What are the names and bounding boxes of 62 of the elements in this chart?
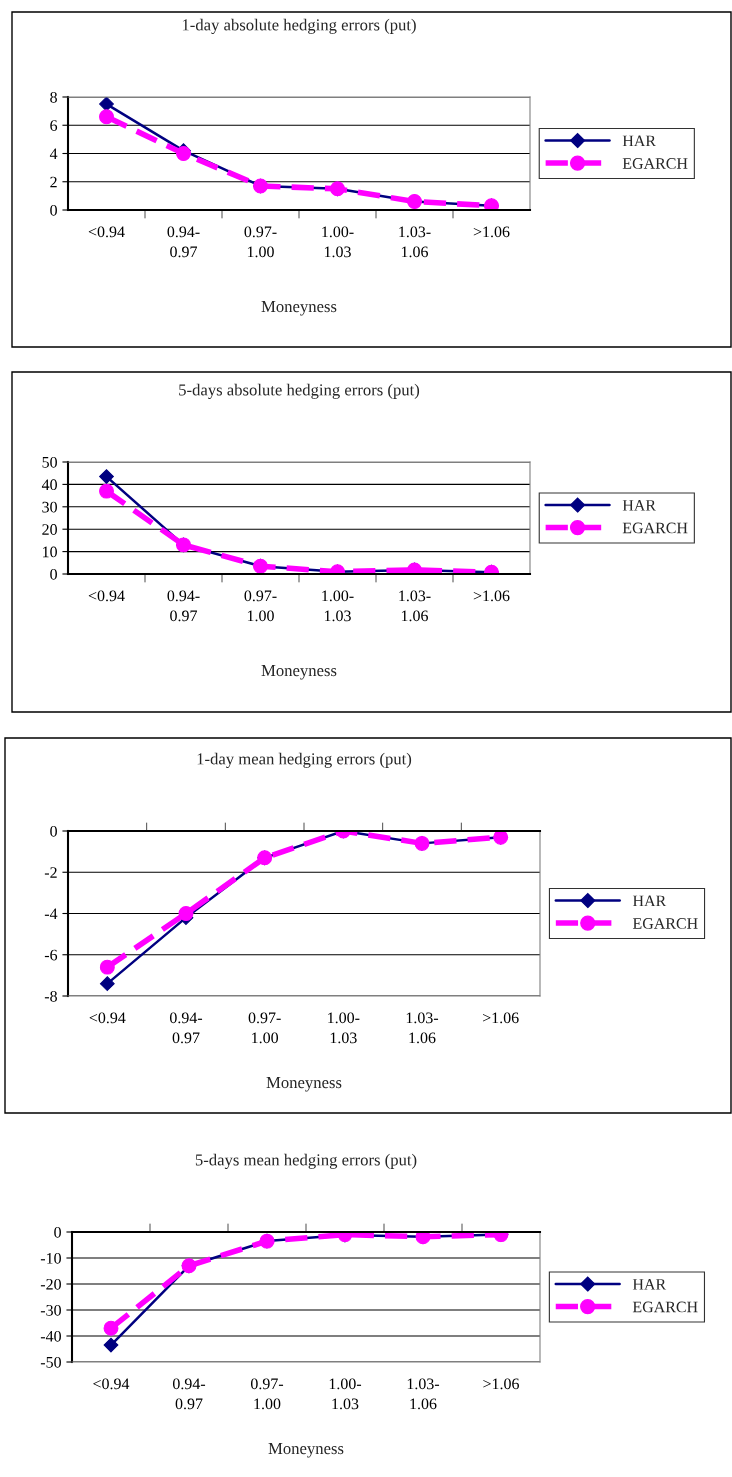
- x-tick-label: 1.00- 1.03: [329, 1378, 362, 1410]
- x-axis-title: Moneyness: [268, 1443, 344, 1458]
- chart-title: 5-days absolute hedging errors (put): [179, 383, 420, 399]
- legend-label: HAR: [632, 1279, 667, 1290]
- x-tick-label: 1.03- 1.06: [407, 1378, 440, 1410]
- chart-title: 1-day absolute hedging errors (put): [182, 18, 416, 34]
- legend-label: EGARCH: [632, 918, 698, 929]
- y-tick-label: -50: [40, 1356, 61, 1368]
- x-tick-label: 0.94- 0.97: [167, 590, 200, 622]
- y-tick-label: 0: [50, 568, 57, 580]
- x-tick-label: 0.94- 0.97: [172, 1378, 206, 1410]
- y-tick-label: 4: [49, 148, 58, 160]
- y-tick-label: 0: [50, 825, 57, 837]
- y-tick-label: 10: [43, 546, 57, 558]
- y-tick-label: -40: [40, 1330, 61, 1342]
- x-tick-label: 0.97- 1.00: [250, 1378, 284, 1410]
- x-tick-label: 0.97- 1.00: [244, 590, 277, 622]
- legend-label: HAR: [622, 500, 656, 511]
- y-tick-label: 2: [50, 176, 57, 188]
- y-tick-label: -10: [40, 1252, 61, 1264]
- x-axis-title: Moneyness: [266, 1077, 342, 1092]
- legend-label: EGARCH: [622, 522, 688, 534]
- x-tick-label: 1.03- 1.06: [399, 590, 431, 622]
- y-tick-label: -8: [44, 990, 57, 1002]
- x-tick-label: 0.97- 1.00: [244, 226, 277, 258]
- x-tick-label: 1.00- 1.03: [328, 1012, 360, 1044]
- y-tick-label: 8: [50, 91, 57, 103]
- legend-label: EGARCH: [632, 1301, 698, 1313]
- y-tick-label: 0: [50, 204, 57, 216]
- x-tick-label: <0.94: [88, 590, 125, 602]
- x-tick-label: 0.94- 0.97: [167, 226, 200, 258]
- y-tick-label: -30: [40, 1304, 61, 1316]
- y-tick-label: -6: [44, 949, 58, 961]
- chart-title: 1-day mean hedging errors (put): [197, 752, 412, 768]
- x-axis-title: Moneyness: [261, 301, 337, 316]
- y-tick-label: -4: [44, 908, 58, 920]
- legend-label: EGARCH: [622, 158, 688, 169]
- y-tick-label: 0: [54, 1226, 61, 1238]
- legend-label: HAR: [632, 895, 667, 907]
- x-tick-label: 1.00- 1.03: [322, 590, 354, 622]
- x-tick-label: >1.06: [473, 226, 510, 238]
- x-tick-label: 1.03- 1.06: [406, 1012, 439, 1044]
- x-axis-title: Moneyness: [261, 665, 337, 680]
- x-tick-label: <0.94: [88, 226, 125, 238]
- x-tick-label: <0.94: [89, 1012, 126, 1024]
- x-tick-label: >1.06: [483, 1012, 519, 1024]
- y-tick-label: 50: [42, 456, 57, 468]
- y-tick-label: -20: [40, 1278, 61, 1290]
- x-tick-label: >1.06: [473, 590, 510, 602]
- x-tick-label: >1.06: [483, 1378, 519, 1390]
- legend-label: HAR: [622, 135, 656, 147]
- x-tick-label: <0.94: [93, 1378, 130, 1390]
- y-tick-label: -2: [44, 867, 57, 878]
- chart-title: 5-days mean hedging errors (put): [195, 1153, 417, 1169]
- y-tick-label: 20: [42, 524, 57, 535]
- x-tick-label: 1.03- 1.06: [399, 226, 431, 258]
- y-tick-label: 6: [50, 120, 58, 131]
- x-tick-label: 1.00- 1.03: [322, 226, 354, 258]
- y-tick-label: 40: [41, 479, 57, 491]
- y-tick-label: 30: [42, 501, 57, 513]
- x-tick-label: 0.97- 1.00: [248, 1012, 281, 1044]
- x-tick-label: 0.94- 0.97: [169, 1012, 203, 1044]
